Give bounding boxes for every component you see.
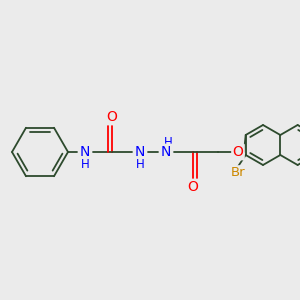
Text: N: N [80, 145, 90, 159]
Text: O: O [188, 180, 198, 194]
Text: N: N [135, 145, 145, 159]
Text: N: N [161, 145, 171, 159]
Text: H: H [164, 136, 172, 148]
Text: Br: Br [230, 167, 245, 179]
Text: H: H [81, 158, 89, 172]
Text: H: H [136, 158, 144, 172]
Text: O: O [232, 145, 243, 159]
Text: O: O [106, 110, 117, 124]
